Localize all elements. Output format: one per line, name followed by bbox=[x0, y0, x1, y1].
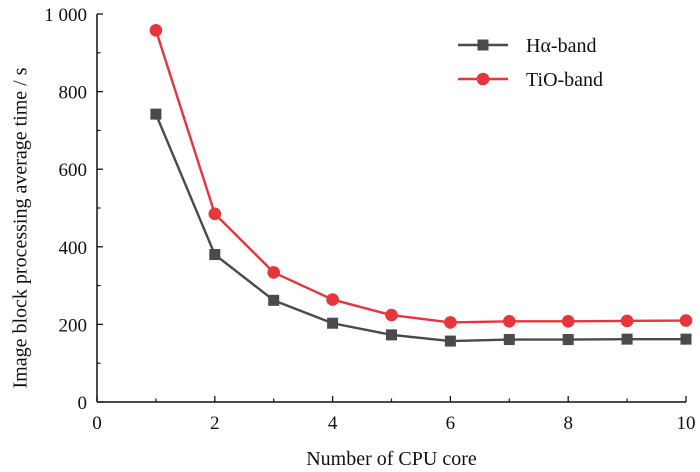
data-point-square bbox=[680, 333, 692, 345]
data-point-circle bbox=[149, 23, 163, 37]
x-tick-label: 6 bbox=[446, 413, 456, 434]
y-tick-label: 600 bbox=[59, 160, 88, 181]
data-point-circle bbox=[620, 314, 634, 328]
x-tick-label: 4 bbox=[328, 413, 338, 434]
data-point-circle bbox=[561, 314, 575, 328]
y-axis-label: Image block processing average time / s bbox=[10, 67, 32, 388]
legend: Hα-band TiO-band bbox=[458, 35, 603, 91]
data-point-square bbox=[268, 294, 280, 306]
series-line-1 bbox=[154, 113, 686, 343]
x-tick-label: 0 bbox=[92, 413, 102, 434]
data-point-square bbox=[562, 334, 574, 346]
data-point-circle bbox=[385, 308, 398, 322]
data-point-circle bbox=[326, 293, 339, 306]
series-group bbox=[149, 23, 693, 347]
x-tick-label: 2 bbox=[210, 413, 220, 434]
data-point-circle bbox=[267, 266, 281, 279]
series-line-2 bbox=[154, 29, 687, 324]
data-point-circle bbox=[444, 316, 457, 329]
data-point-circle bbox=[208, 207, 222, 221]
data-point-square bbox=[444, 335, 456, 347]
data-point-square bbox=[150, 108, 162, 120]
y-tick-label: 200 bbox=[59, 315, 88, 336]
y-tick-label: 0 bbox=[78, 393, 88, 414]
x-tick-label: 10 bbox=[677, 413, 696, 434]
legend-marker-square bbox=[477, 39, 489, 51]
legend-marker-circle bbox=[476, 72, 490, 86]
data-point-circle bbox=[503, 314, 516, 328]
data-point-square bbox=[209, 249, 221, 261]
data-point-circle bbox=[679, 314, 693, 327]
x-axis-label: Number of CPU core bbox=[306, 448, 477, 470]
y-ticks: 0 200 400 600 800 1 000 bbox=[44, 5, 103, 414]
data-point-square bbox=[503, 334, 515, 346]
y-tick-label: 800 bbox=[59, 83, 88, 104]
legend-label-1: Hα-band bbox=[526, 35, 596, 57]
x-tick-label: 8 bbox=[563, 413, 573, 434]
data-point-square bbox=[386, 329, 397, 341]
data-point-square bbox=[621, 333, 633, 345]
y-tick-label: 400 bbox=[59, 238, 88, 259]
legend-label-2: TiO-band bbox=[526, 69, 603, 91]
y-tick-label: 1 000 bbox=[44, 5, 87, 26]
x-ticks: 0 2 4 6 8 10 bbox=[92, 396, 696, 434]
data-point-square bbox=[327, 317, 339, 329]
